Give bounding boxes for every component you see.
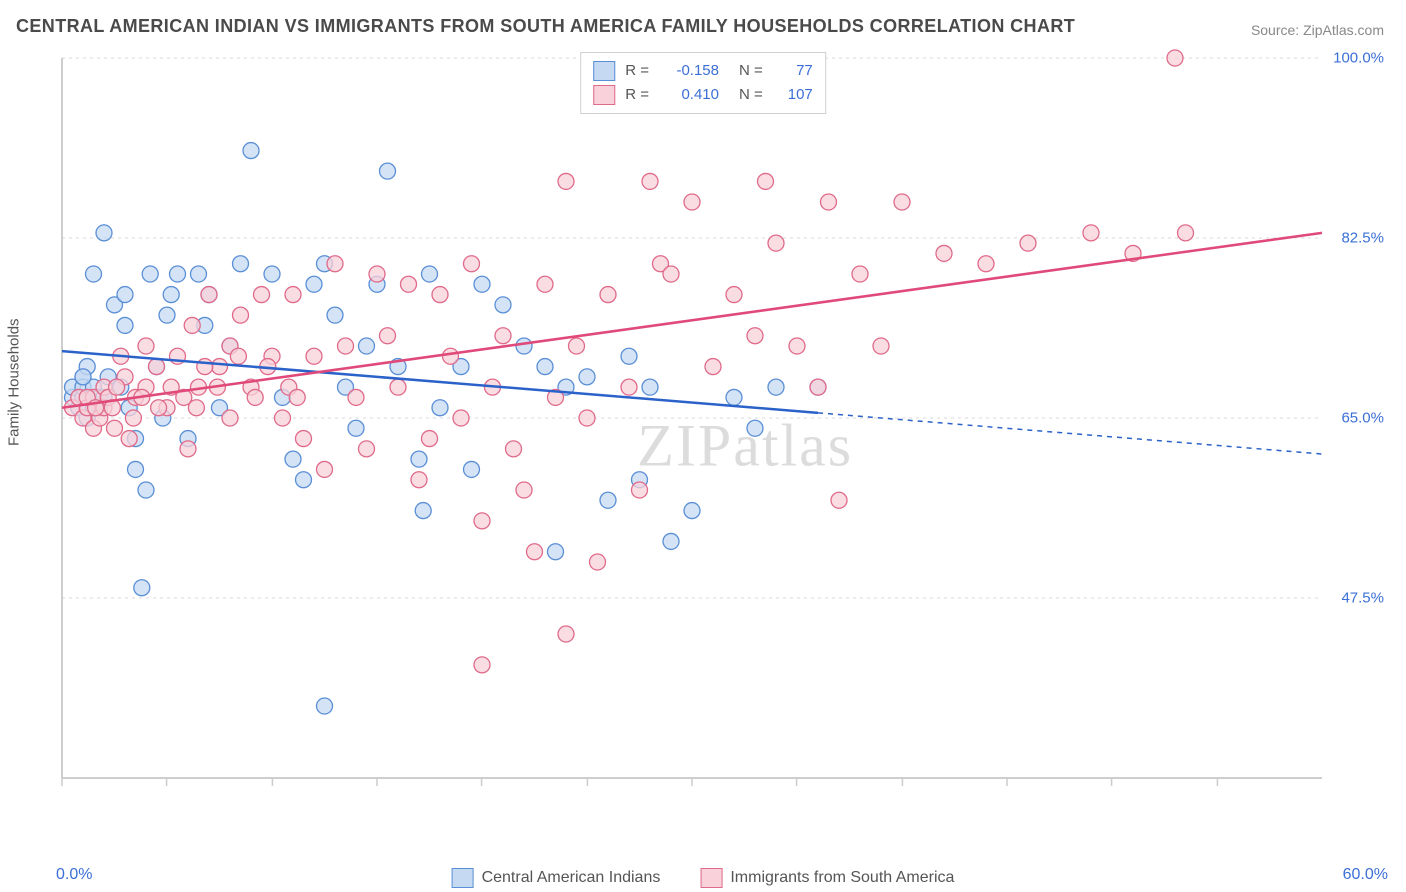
n-value-pink: 107	[773, 83, 813, 107]
legend-item-pink: Immigrants from South America	[700, 868, 954, 888]
r-label: R =	[625, 83, 649, 107]
n-value-blue: 77	[773, 59, 813, 83]
swatch-blue	[452, 868, 474, 888]
legend-label-blue: Central American Indians	[482, 869, 661, 887]
y-tick-label: 82.5%	[1341, 230, 1384, 247]
swatch-pink	[593, 85, 615, 105]
chart-container: CENTRAL AMERICAN INDIAN VS IMMIGRANTS FR…	[0, 0, 1406, 892]
scatter-plot	[52, 48, 1332, 808]
y-tick-label: 65.0%	[1341, 410, 1384, 427]
x-axis-max-label: 60.0%	[1343, 866, 1388, 884]
series-legend: Central American Indians Immigrants from…	[452, 868, 955, 888]
correlation-legend-box: R = -0.158 N = 77 R = 0.410 N = 107	[580, 52, 826, 114]
y-tick-label: 100.0%	[1333, 50, 1384, 67]
legend-row-blue: R = -0.158 N = 77	[593, 59, 813, 83]
r-label: R =	[625, 59, 649, 83]
chart-title: CENTRAL AMERICAN INDIAN VS IMMIGRANTS FR…	[16, 16, 1075, 37]
y-axis-label: Family Households	[6, 318, 23, 446]
swatch-blue	[593, 61, 615, 81]
legend-label-pink: Immigrants from South America	[730, 869, 954, 887]
r-value-pink: 0.410	[659, 83, 719, 107]
x-axis-min-label: 0.0%	[56, 866, 92, 884]
r-value-blue: -0.158	[659, 59, 719, 83]
y-tick-label: 47.5%	[1341, 590, 1384, 607]
swatch-pink	[700, 868, 722, 888]
legend-item-blue: Central American Indians	[452, 868, 661, 888]
n-label: N =	[739, 83, 763, 107]
n-label: N =	[739, 59, 763, 83]
legend-row-pink: R = 0.410 N = 107	[593, 83, 813, 107]
source-label: Source: ZipAtlas.com	[1251, 22, 1384, 38]
